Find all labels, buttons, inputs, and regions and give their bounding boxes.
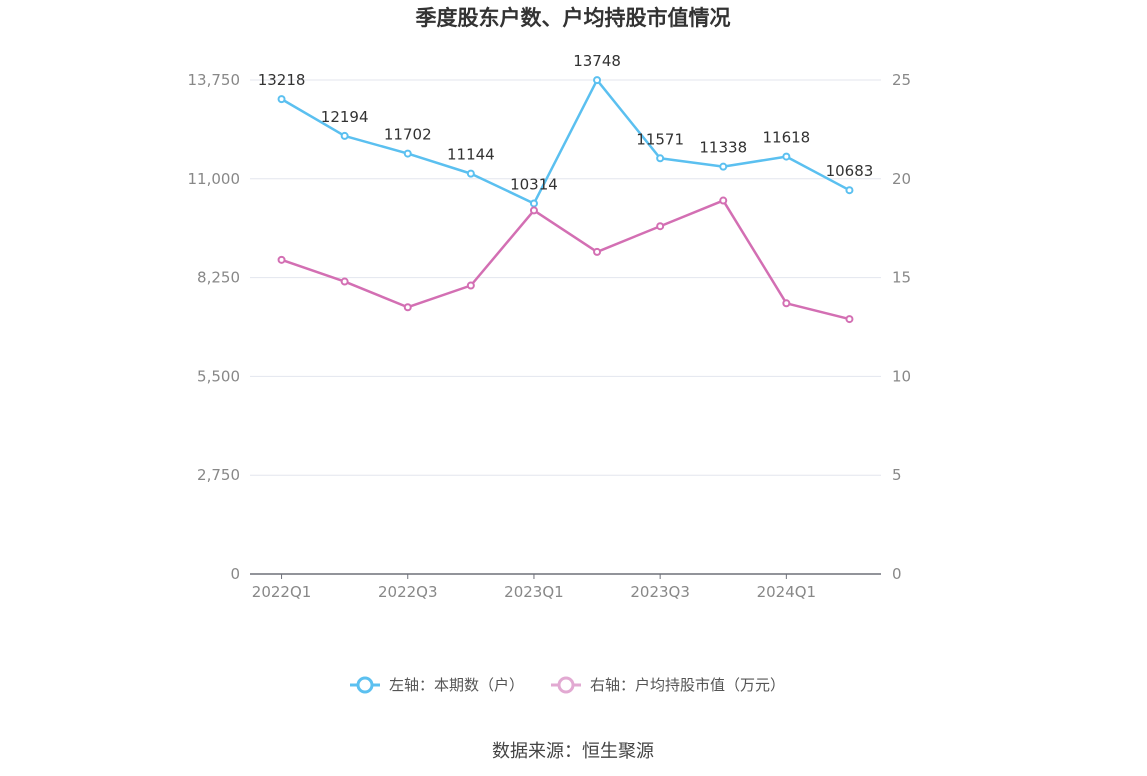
series-point-left bbox=[403, 149, 412, 158]
source-note: 数据来源：恒生聚源 bbox=[492, 741, 654, 762]
legend-item-left-series[interactable]: 左轴：本期数（户） bbox=[350, 676, 524, 694]
data-labels: 13218 12194 11702 11144 10314 13748 11571 11338… bbox=[258, 52, 874, 193]
x-tick-label: 2023Q1 bbox=[504, 583, 564, 601]
grid-lines bbox=[250, 79, 881, 476]
series-point-left bbox=[782, 152, 791, 161]
right-tick-label: 20 bbox=[892, 170, 911, 188]
series-point-right bbox=[845, 315, 854, 324]
x-tick-label: 2024Q1 bbox=[757, 583, 817, 601]
series-point-right bbox=[529, 206, 538, 215]
x-tick-label: 2022Q3 bbox=[378, 583, 438, 601]
right-tick-label: 10 bbox=[892, 367, 911, 385]
series-point-left bbox=[593, 76, 602, 85]
data-label: 11144 bbox=[447, 146, 495, 164]
right-tick-label: 5 bbox=[892, 466, 902, 484]
series-point-left bbox=[719, 162, 728, 171]
right-tick-label: 0 bbox=[892, 565, 902, 583]
series-point-right bbox=[656, 222, 665, 231]
data-label: 13748 bbox=[573, 52, 621, 70]
x-tick-label: 2023Q3 bbox=[630, 583, 690, 601]
left-tick-label: 2,750 bbox=[197, 466, 240, 484]
series-point-right bbox=[403, 303, 412, 312]
series-point-right bbox=[593, 247, 602, 256]
data-label: 12194 bbox=[321, 108, 369, 126]
series-lines bbox=[277, 76, 854, 324]
series-line-left bbox=[280, 78, 851, 205]
data-label: 11571 bbox=[636, 130, 684, 148]
series-point-left bbox=[845, 186, 854, 195]
data-label: 11618 bbox=[762, 129, 810, 147]
left-tick-label: 0 bbox=[230, 565, 240, 583]
data-label: 10314 bbox=[510, 175, 558, 193]
data-label: 11338 bbox=[699, 139, 747, 157]
data-label: 10683 bbox=[826, 162, 874, 180]
data-label: 11702 bbox=[384, 126, 432, 144]
left-tick-label: 13,750 bbox=[188, 71, 241, 89]
right-axis-ticks: 0 5 10 15 20 25 bbox=[892, 71, 911, 583]
series-point-left bbox=[277, 95, 286, 104]
series-point-left bbox=[529, 199, 538, 208]
x-axis: 2022Q1 2022Q3 2023Q1 2023Q3 2024Q1 bbox=[250, 573, 881, 601]
legend-item-right-series[interactable]: 右轴：户均持股市值（万元） bbox=[551, 676, 785, 694]
series-point-right bbox=[466, 281, 475, 290]
legend-label-right: 右轴：户均持股市值（万元） bbox=[590, 676, 785, 694]
left-tick-label: 8,250 bbox=[197, 269, 240, 287]
series-point-left bbox=[656, 154, 665, 163]
legend: 左轴：本期数（户） 右轴：户均持股市值（万元） bbox=[350, 676, 785, 694]
series-point-right bbox=[782, 299, 791, 308]
left-tick-label: 5,500 bbox=[197, 367, 240, 385]
legend-label-left: 左轴：本期数（户） bbox=[389, 676, 524, 694]
left-axis-ticks: 0 2,750 5,500 8,250 11,000 13,750 bbox=[188, 71, 241, 583]
series-point-left bbox=[466, 169, 475, 178]
legend-marker-left bbox=[356, 676, 374, 694]
legend-marker-right bbox=[557, 676, 575, 694]
x-tick-label: 2022Q1 bbox=[252, 583, 312, 601]
series-line-right bbox=[281, 199, 850, 321]
series-point-right bbox=[719, 196, 728, 205]
series-point-right bbox=[340, 277, 349, 286]
chart-title: 季度股东户数、户均持股市值情况 bbox=[416, 6, 731, 30]
left-tick-label: 11,000 bbox=[188, 170, 241, 188]
series-point-left bbox=[340, 131, 349, 140]
right-tick-label: 25 bbox=[892, 71, 911, 89]
series-point-right bbox=[277, 255, 286, 264]
data-label: 13218 bbox=[258, 71, 306, 89]
right-tick-label: 15 bbox=[892, 269, 911, 287]
